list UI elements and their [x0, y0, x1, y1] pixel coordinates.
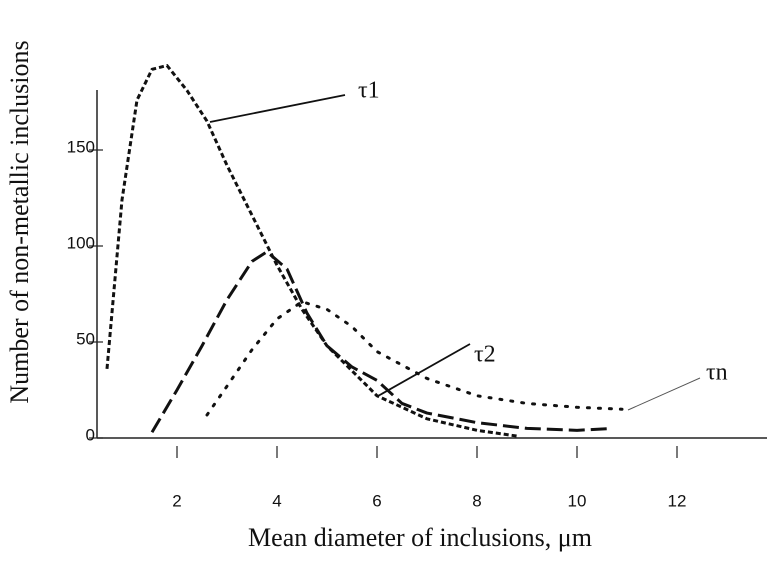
series-line — [105, 64, 518, 438]
leader-line — [209, 94, 346, 123]
y-tick-label: 50 — [76, 329, 95, 348]
y-tick-label: 100 — [67, 233, 95, 252]
series-label: τ2 — [474, 342, 496, 368]
x-tick-label: 6 — [372, 491, 381, 510]
leader-line — [627, 377, 701, 411]
series-line — [150, 250, 613, 434]
x-tick-label: 2 — [172, 491, 181, 510]
y-axis-title: Number of non-metallic inclusions — [5, 40, 34, 403]
x-tick-label: 4 — [272, 491, 281, 510]
x-tick-label: 10 — [568, 491, 587, 510]
x-tick-label: 12 — [668, 491, 687, 510]
x-tick-label: 8 — [472, 491, 481, 510]
x-axis-title: Mean diameter of inclusions, μm — [248, 523, 592, 552]
y-tick-label: 0 — [86, 425, 95, 444]
y-tick-label: 150 — [67, 137, 95, 156]
series-label: τ1 — [358, 78, 380, 104]
series-line — [205, 300, 624, 417]
series-label: τn — [706, 360, 728, 386]
leader-line — [377, 343, 471, 397]
